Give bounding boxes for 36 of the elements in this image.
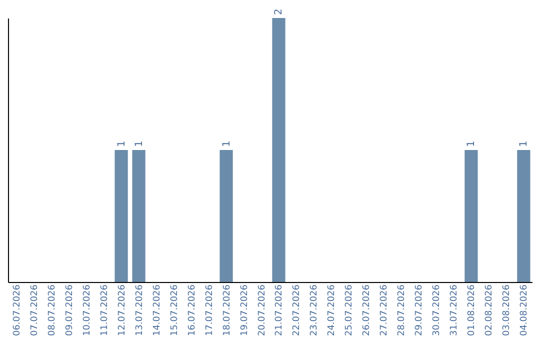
x-tick-label: 23.07.2026 [310, 284, 320, 336]
x-tick-label: 11.07.2026 [100, 284, 110, 336]
x-tick-label: 18.07.2026 [222, 284, 232, 336]
x-tick-label: 26.07.2026 [362, 284, 372, 336]
x-tick-label: 14.07.2026 [152, 284, 162, 336]
data-label: 1 [466, 140, 478, 147]
x-tick-label: 02.08.2026 [484, 284, 495, 336]
x-tick-label: 16.07.2026 [187, 284, 198, 336]
x-tick-label: 24.07.2026 [327, 284, 338, 336]
data-label: 1 [221, 140, 232, 147]
x-tick-label: 09.07.2026 [64, 284, 75, 336]
x-tick-label: 06.07.2026 [12, 284, 22, 336]
x-tick-label: 21.07.2026 [274, 284, 285, 336]
x-tick-label: 31.07.2026 [450, 284, 460, 336]
x-tick-label: 03.08.2026 [502, 284, 512, 336]
x-tick-label: 30.07.2026 [432, 284, 442, 336]
x-tick-label: 20.07.2026 [257, 284, 268, 336]
x-tick-label: 04.08.2026 [520, 284, 530, 336]
x-tick-label: 27.07.2026 [380, 284, 390, 336]
x-tick-label: 15.07.2026 [170, 284, 180, 336]
x-tick-label: 07.07.2026 [30, 284, 40, 336]
x-tick-label: 17.07.2026 [204, 284, 215, 336]
x-tick-label: 19.07.2026 [240, 284, 250, 336]
data-label: 1 [116, 140, 128, 147]
data-label: 1 [134, 140, 145, 147]
x-tick-label: 10.07.2026 [82, 284, 92, 336]
x-tick-label: 28.07.2026 [397, 284, 408, 336]
x-tick-label: 25.07.2026 [344, 284, 355, 336]
x-tick-label: 13.07.2026 [134, 284, 145, 336]
x-tick-label: 22.07.2026 [292, 284, 302, 336]
x-tick-label: 01.08.2026 [467, 284, 478, 336]
data-label: 1 [518, 140, 530, 147]
data-label: 2 [274, 8, 285, 15]
x-tick-label: 29.07.2026 [414, 284, 425, 336]
x-tick-label: 12.07.2026 [117, 284, 128, 336]
x-tick-label: 08.07.2026 [47, 284, 58, 336]
